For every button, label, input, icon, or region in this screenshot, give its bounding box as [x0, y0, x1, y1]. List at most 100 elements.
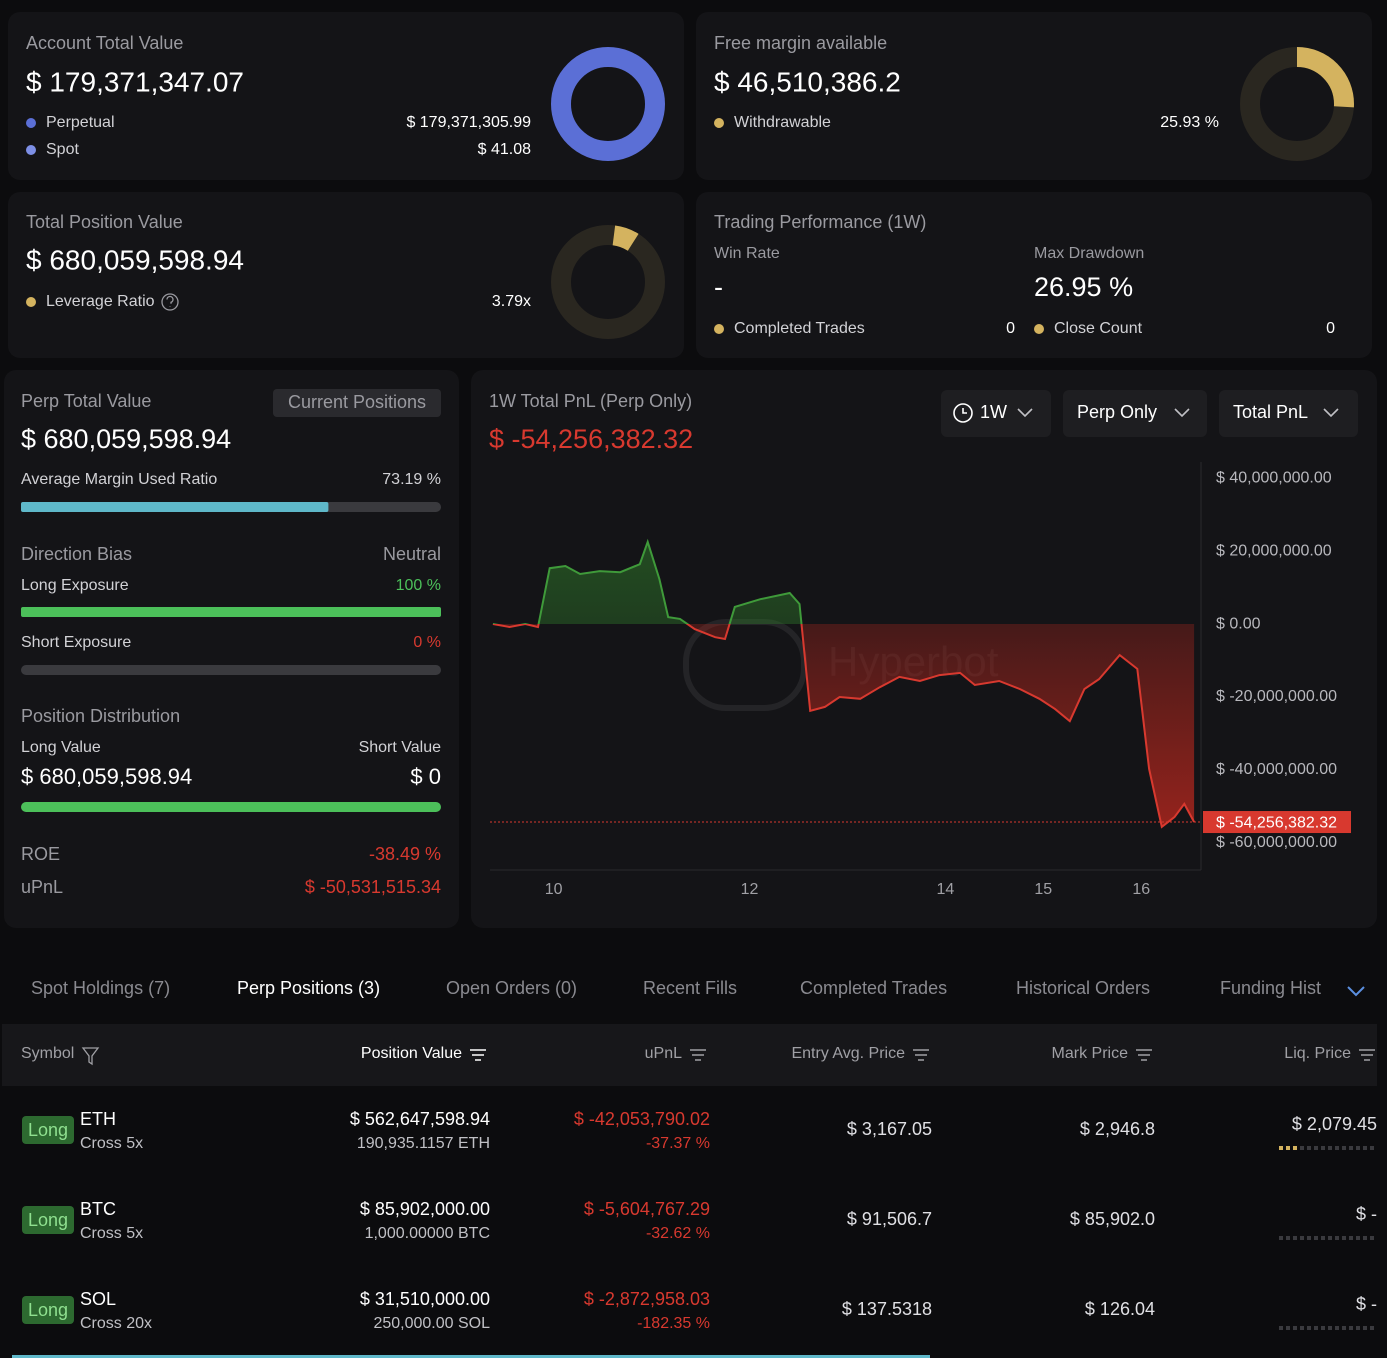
area-positive: [492, 541, 1195, 625]
stat-label: Long Exposure: [21, 577, 129, 594]
x-tick-label: 15: [1034, 881, 1052, 898]
legend-dot: [714, 324, 724, 334]
liq-meter-dot: [1300, 1326, 1304, 1330]
scroll-indicator: [12, 1355, 930, 1358]
column-header: Mark Price: [1052, 1045, 1129, 1062]
stat-value: $ 0: [410, 764, 441, 789]
card-value: $ 179,371,347.07: [26, 66, 244, 97]
stat-value: 26.95 %: [1034, 272, 1133, 302]
card-title: Free margin available: [714, 33, 887, 53]
liq-meter-dot: [1335, 1326, 1339, 1330]
position-value: $ 562,647,598.94: [350, 1109, 490, 1129]
symbol: ETH: [80, 1109, 116, 1129]
section-value: Neutral: [383, 544, 441, 564]
liq-meter-dot: [1370, 1236, 1374, 1240]
stat-label: Short Exposure: [21, 634, 131, 651]
donut-decor: [551, 225, 665, 339]
dropdown[interactable]: [1219, 390, 1358, 437]
legend-label: Leverage Ratio: [46, 293, 155, 310]
liq-meter-dot: [1314, 1326, 1318, 1330]
donut-track: [551, 225, 665, 339]
liq-price: $ -: [1356, 1204, 1377, 1224]
current-value-label: $ -54,256,382.32: [1216, 814, 1337, 831]
liq-meter-dot: [1328, 1236, 1332, 1240]
column-header: Position Value: [361, 1045, 462, 1062]
card-title: Total Position Value: [26, 212, 183, 232]
chevron: [1017, 408, 1033, 418]
chevron: [1323, 408, 1339, 418]
upnl: $ -5,604,767.29: [584, 1199, 710, 1219]
chevron: [1174, 408, 1190, 418]
section-title: Direction Bias: [21, 544, 132, 564]
dropdown-label: Perp Only: [1077, 402, 1157, 422]
stat-value: 0 %: [413, 634, 441, 651]
legend-value: 3.79x: [492, 293, 531, 310]
tab[interactable]: Completed Trades: [800, 978, 947, 998]
chart-title: 1W Total PnL (Perp Only): [489, 391, 692, 411]
mark-price: $ 126.04: [1085, 1299, 1155, 1319]
position-size: 190,935.1157 ETH: [357, 1135, 490, 1152]
legend-label: Close Count: [1054, 320, 1143, 337]
liq-meter-dot: [1370, 1326, 1374, 1330]
position-size: 250,000.00 SOL: [373, 1315, 490, 1332]
liq-meter-dot: [1286, 1236, 1290, 1240]
sort-icon: [1136, 1049, 1152, 1061]
help-icon: [161, 293, 179, 311]
margin-mode: Cross 5x: [80, 1225, 143, 1242]
stat-label: Average Margin Used Ratio: [21, 471, 217, 488]
tab[interactable]: Perp Positions (3): [237, 978, 380, 998]
tab[interactable]: Spot Holdings (7): [31, 978, 170, 998]
margin-mode: Cross 5x: [80, 1135, 143, 1152]
tab[interactable]: Funding Hist: [1220, 978, 1321, 998]
progress-fill: [21, 607, 441, 617]
side-label: Long: [28, 1210, 68, 1230]
y-tick-label: $ -60,000,000.00: [1216, 834, 1337, 851]
upnl: $ -42,053,790.02: [574, 1109, 710, 1129]
legend-dot: [26, 145, 36, 155]
legend-value: 0: [1006, 320, 1015, 337]
tab[interactable]: Open Orders (0): [446, 978, 577, 998]
liq-meter-dot: [1293, 1236, 1297, 1240]
dropdown-label: Total PnL: [1233, 402, 1308, 422]
card: [696, 192, 1372, 358]
liq-meter-dot: [1342, 1236, 1346, 1240]
table-header: [2, 1024, 1377, 1086]
donut-segment: [551, 47, 665, 161]
liq-meter-dot: [1356, 1326, 1360, 1330]
stat-label: Win Rate: [714, 245, 780, 262]
stat-label: ROE: [21, 844, 60, 864]
line-positive: [492, 538, 803, 625]
liq-meter-dot: [1300, 1146, 1304, 1150]
tabs-more: [1347, 986, 1365, 997]
entry-price: $ 91,506.7: [847, 1209, 932, 1229]
liq-meter-dot: [1307, 1326, 1311, 1330]
column-header: Entry Avg. Price: [791, 1045, 905, 1062]
position-value: $ 85,902,000.00: [360, 1199, 490, 1219]
liq-meter-dot: [1293, 1146, 1297, 1150]
sort-icon: [470, 1049, 486, 1061]
liq-meter-dot: [1279, 1326, 1283, 1330]
legend-dot: [26, 297, 36, 307]
y-tick-label: $ -20,000,000.00: [1216, 688, 1337, 705]
dropdown[interactable]: [941, 390, 1051, 437]
liq-meter-dot: [1286, 1326, 1290, 1330]
liq-meter-dot: [1307, 1146, 1311, 1150]
legend-value: 25.93 %: [1160, 114, 1219, 131]
liq-meter-dot: [1321, 1236, 1325, 1240]
card-title: Account Total Value: [26, 33, 183, 53]
upnl: $ -2,872,958.03: [584, 1289, 710, 1309]
tab[interactable]: Historical Orders: [1016, 978, 1150, 998]
liq-meter-dot: [1314, 1146, 1318, 1150]
tab-button-label[interactable]: Current Positions: [288, 392, 426, 412]
liq-meter-dot: [1279, 1236, 1283, 1240]
liq-meter-dot: [1328, 1326, 1332, 1330]
liq-meter-dot: [1356, 1236, 1360, 1240]
liq-meter-dot: [1349, 1146, 1353, 1150]
dropdown[interactable]: [1063, 390, 1207, 437]
tab[interactable]: Recent Fills: [643, 978, 737, 998]
liq-meter-dot: [1328, 1146, 1332, 1150]
liq-meter-dot: [1356, 1146, 1360, 1150]
area-negative: [493, 624, 1195, 827]
x-tick-label: 10: [545, 881, 563, 898]
legend-value: 0: [1326, 320, 1335, 337]
